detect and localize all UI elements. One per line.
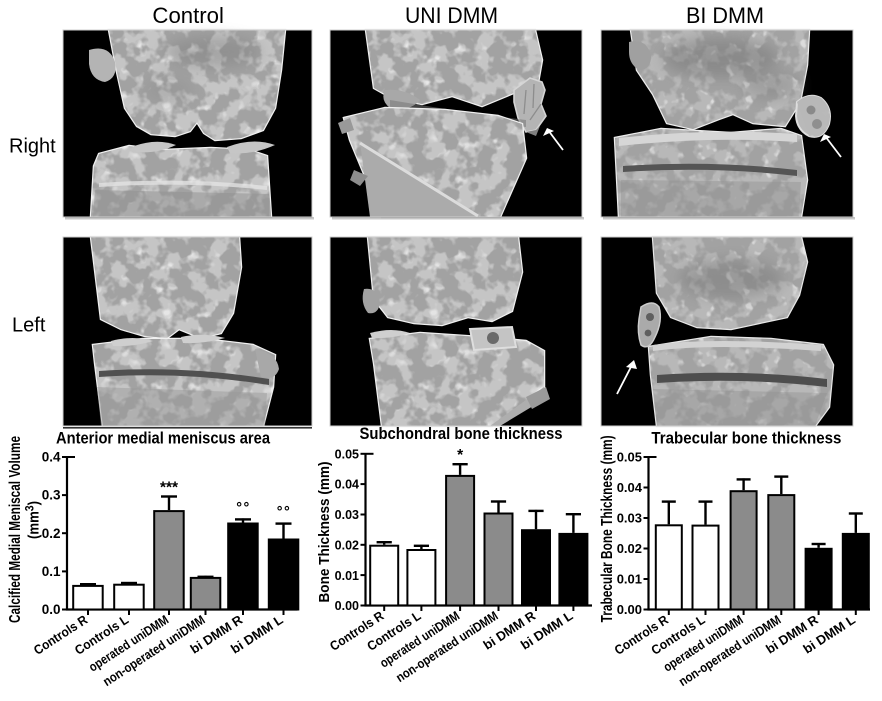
svg-text:Bone Thickness (mm): Bone Thickness (mm) [316, 462, 333, 603]
svg-text:*: * [457, 447, 464, 464]
svg-text:UNI DMM: UNI DMM [405, 3, 498, 28]
svg-text:Anterior medial meniscus area: Anterior medial meniscus area [56, 430, 271, 448]
svg-text:0.05: 0.05 [335, 447, 359, 461]
svg-text:0.03: 0.03 [335, 508, 359, 522]
svg-text:0.0: 0.0 [42, 602, 61, 617]
svg-text:0.4: 0.4 [42, 450, 61, 465]
svg-text:°°: °° [277, 505, 292, 521]
svg-text:Control: Control [152, 3, 224, 28]
svg-text:0.03: 0.03 [617, 511, 642, 526]
svg-text:Trabecular bone thickness: Trabecular bone thickness [651, 429, 841, 447]
svg-text:0.05: 0.05 [617, 450, 642, 465]
svg-text:0.00: 0.00 [617, 602, 642, 617]
svg-text:0.3: 0.3 [42, 488, 61, 503]
svg-text:Trabecular Bone Thickness (mm): Trabecular Bone Thickness (mm) [599, 435, 616, 622]
svg-text:0.00: 0.00 [335, 599, 359, 613]
svg-text:***: *** [160, 480, 179, 497]
svg-text:Calcified Medial Meniscal Volu: Calcified Medial Meniscal Volume [7, 436, 24, 623]
svg-text:BI DMM: BI DMM [686, 3, 764, 28]
svg-text:0.02: 0.02 [617, 541, 642, 556]
svg-text:Right: Right [9, 136, 56, 158]
svg-text:0.01: 0.01 [617, 572, 642, 587]
svg-text:Subchondral bone thickness: Subchondral bone thickness [360, 425, 563, 443]
svg-text:Left: Left [12, 315, 46, 337]
svg-text:0.02: 0.02 [335, 538, 359, 552]
svg-text:0.2: 0.2 [42, 526, 61, 541]
svg-text:°°: °° [236, 500, 251, 516]
svg-text:0.04: 0.04 [335, 478, 359, 492]
svg-text:0.04: 0.04 [617, 480, 643, 495]
svg-text:0.1: 0.1 [42, 564, 61, 579]
svg-text:0.01: 0.01 [335, 569, 359, 583]
